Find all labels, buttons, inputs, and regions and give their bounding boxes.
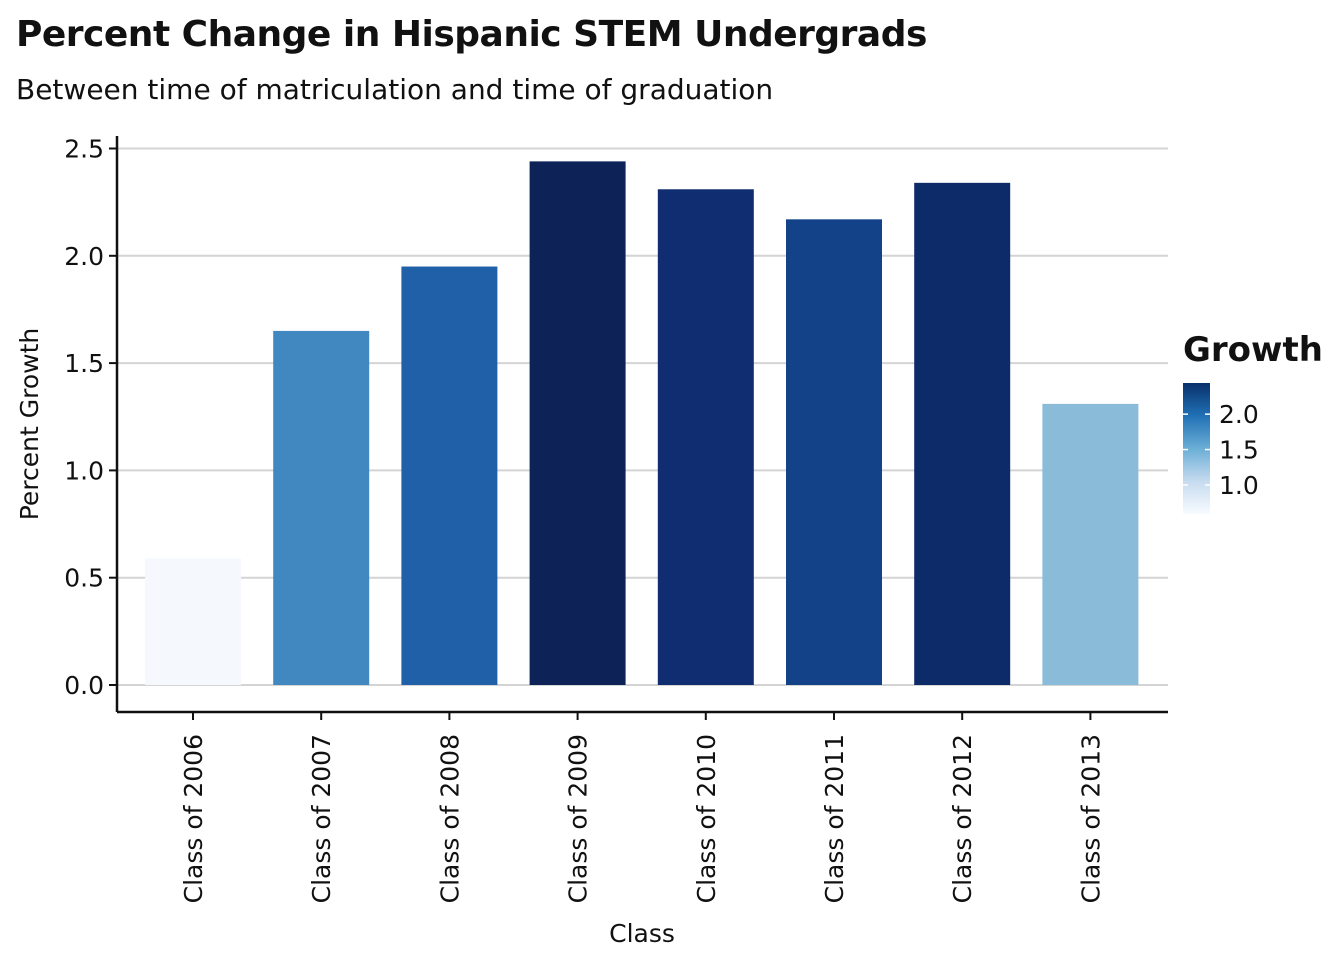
legend-color-bar — [1183, 383, 1210, 514]
x-tick-label: Class of 2006 — [179, 734, 208, 903]
x-axis-label: Class — [609, 919, 675, 948]
bar — [786, 219, 882, 685]
y-tick-label: 1.5 — [64, 349, 104, 378]
y-axis-label: Percent Growth — [15, 328, 44, 521]
x-tick-label: Class of 2010 — [692, 734, 721, 903]
bar — [657, 189, 754, 686]
y-tick-label: 1.0 — [64, 456, 104, 485]
bar — [914, 182, 1011, 685]
y-tick-label: 2.5 — [64, 135, 104, 164]
chart-subtitle: Between time of matriculation and time o… — [16, 73, 774, 106]
x-tick-label: Class of 2012 — [948, 734, 977, 903]
x-tick-label: Class of 2011 — [820, 734, 849, 903]
y-tick-labels: 0.0 0.5 1.0 1.5 2.0 2.5 — [64, 135, 117, 700]
axes — [115, 136, 1168, 714]
x-tick-label: Class of 2007 — [307, 734, 336, 903]
bar — [401, 266, 498, 685]
y-tick-label: 2.0 — [64, 242, 104, 271]
bar — [529, 161, 626, 686]
bar — [145, 558, 241, 685]
chart-title: Percent Change in Hispanic STEM Undergra… — [16, 14, 927, 55]
legend-tick-label: 1.5 — [1219, 436, 1259, 465]
y-tick-label: 0.0 — [64, 671, 104, 700]
legend-tick-label: 2.0 — [1219, 400, 1259, 429]
bar — [1042, 403, 1139, 685]
x-tick-label: Class of 2008 — [435, 734, 464, 903]
color-legend: Growth 1.0 1.5 2.0 — [1183, 330, 1323, 514]
legend-title: Growth — [1183, 330, 1323, 370]
legend-tick-label: 1.0 — [1219, 471, 1259, 500]
y-tick-label: 0.5 — [64, 564, 104, 593]
x-tick-label: Class of 2013 — [1076, 734, 1105, 903]
x-tick-label: Class of 2009 — [564, 734, 593, 903]
bars — [145, 161, 1139, 686]
bar — [273, 330, 370, 685]
x-tick-labels: Class of 2006 Class of 2007 Class of 2008 C… — [179, 712, 1105, 903]
